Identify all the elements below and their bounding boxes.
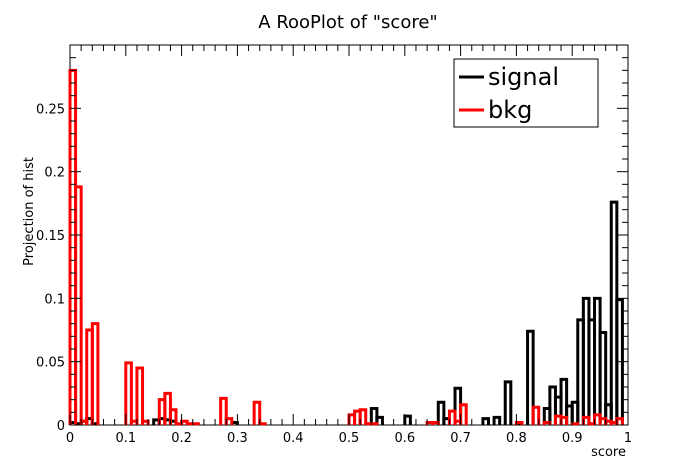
y-tick-label: 0.25	[36, 102, 65, 117]
series-signal	[68, 200, 624, 426]
x-tick-label: 0.7	[450, 431, 471, 446]
bkg-bin	[124, 361, 133, 425]
signal-bin	[403, 414, 412, 425]
x-tick-label: 1	[624, 431, 632, 446]
y-tick-label: 0.05	[36, 356, 65, 371]
bkg-bin	[258, 422, 267, 426]
bkg-bin	[141, 419, 150, 425]
legend-label-bkg: bkg	[488, 96, 532, 124]
bkg-bin	[90, 322, 100, 425]
signal-bin	[436, 400, 446, 425]
bkg-bin	[459, 403, 468, 425]
signal-bin	[481, 417, 490, 425]
x-tick-label: 0.8	[506, 431, 527, 446]
bkg-bin	[570, 422, 580, 426]
bkg-bin	[615, 417, 624, 425]
x-tick-label: 0.3	[227, 431, 248, 446]
y-tick-label: 0	[57, 419, 65, 434]
y-tick-label: 0.1	[44, 292, 65, 307]
bkg-bin	[74, 185, 83, 425]
x-tick-label: 0	[66, 431, 74, 446]
legend-label-signal: signal	[488, 63, 559, 91]
signal-bin	[503, 380, 513, 425]
x-axis-ticks: 0 0.1 0.2 0.3 0.4 0.5 0.6 0.7 0.8 0.9 1	[66, 45, 632, 446]
signal-bin	[492, 415, 502, 425]
x-tick-label: 0.1	[115, 431, 136, 446]
chart-title: A RooPlot of "score"	[258, 12, 437, 33]
signal-bin	[615, 298, 624, 425]
bkg-bin	[191, 422, 200, 426]
y-tick-label: 0.15	[36, 229, 65, 244]
bkg-bin	[531, 405, 541, 425]
legend-box	[453, 58, 599, 128]
x-axis-title: score	[591, 445, 626, 460]
signal-bin	[526, 329, 535, 425]
x-tick-label: 0.2	[171, 431, 192, 446]
signal-bin	[559, 377, 569, 425]
bkg-bin	[135, 366, 145, 425]
y-axis-title: Projection of hist	[22, 157, 37, 266]
x-tick-label: 0.9	[562, 431, 583, 446]
y-axis-ticks: 0 0.05 0.1 0.15 0.2 0.25	[36, 44, 628, 434]
bkg-bin	[559, 415, 569, 425]
bkg-bin	[168, 408, 178, 425]
bkg-bin	[447, 409, 457, 425]
x-tick-label: 0.6	[394, 431, 415, 446]
bkg-bin	[224, 417, 234, 425]
bkg-bin	[369, 422, 379, 426]
y-tick-label: 0.2	[44, 166, 65, 181]
bkg-bin	[219, 396, 228, 425]
legend: signal bkg	[453, 58, 599, 128]
x-tick-label: 0.4	[283, 431, 304, 446]
bkg-bin	[358, 408, 368, 425]
x-tick-label: 0.5	[339, 431, 360, 446]
bkg-bin	[252, 400, 262, 425]
signal-bin	[598, 331, 608, 425]
